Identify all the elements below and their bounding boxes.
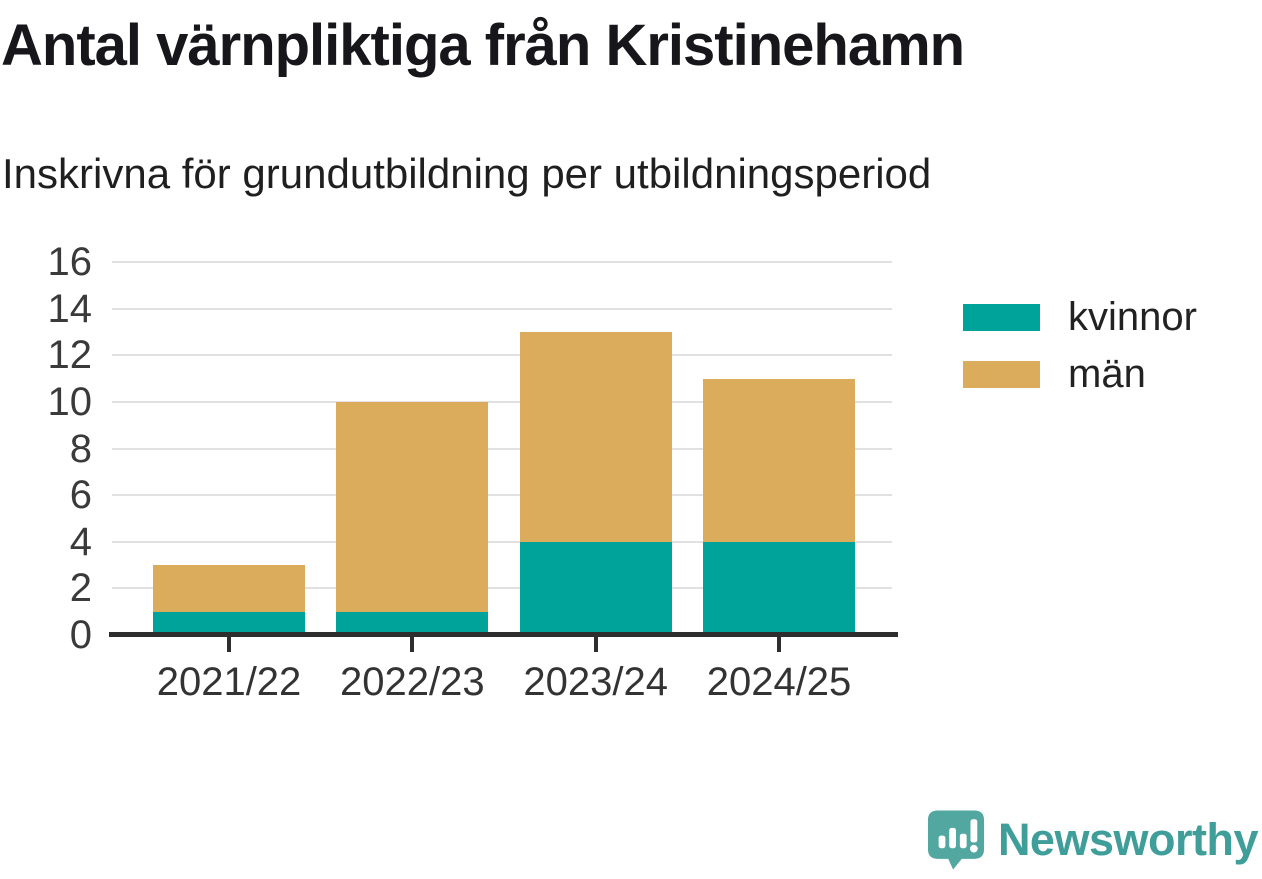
x-axis-line [109,632,898,637]
newsworthy-logo-icon [927,810,984,870]
bar-segment-kvinnor [519,541,672,635]
legend-item-kvinnor: kvinnor [963,295,1197,339]
gridline [112,261,892,263]
legend: kvinnor män [963,295,1197,417]
gridline [112,494,892,497]
bar-segment-kvinnor [703,541,855,635]
bar-segment-män [336,401,489,612]
gridline [112,447,892,450]
y-axis-tick-label: 8 [69,426,92,471]
gridline [112,587,892,590]
legend-swatch-kvinnor [963,303,1040,331]
bar-segment-män [703,378,855,542]
bar-segment-kvinnor [153,611,305,635]
gridline [112,354,892,357]
chart-title: Antal värnpliktiga från Kristinehamn [1,13,965,78]
bar-segment-män [153,565,305,612]
gridline [112,307,892,310]
y-axis-tick-label: 16 [47,240,93,284]
y-axis-tick-label: 10 [47,379,93,424]
newsworthy-logo-text: Newsworthy [997,814,1259,865]
bar-segment-kvinnor [336,611,489,635]
x-axis-tick-label: 2021/22 [156,660,302,704]
chart-subtitle: Inskrivna för grundutbildning per utbild… [2,150,932,197]
newsworthy-branding: Newsworthy [927,809,1259,871]
y-axis-tick-label: 0 [69,613,92,657]
gridline [112,400,892,403]
y-axis-tick-label: 2 [69,566,92,611]
gridline [112,540,892,543]
x-axis-tick-label: 2023/24 [523,660,668,704]
legend-label: män [1068,351,1146,396]
y-axis-tick-label: 14 [47,286,93,331]
x-axis-tick-label: 2022/23 [340,660,485,704]
legend-label: kvinnor [1068,294,1197,339]
x-axis-tick-label: 2024/25 [706,660,852,704]
bar-segment-män [519,331,672,542]
x-axis-tick [777,637,781,652]
y-axis-tick-label: 4 [69,519,92,564]
x-axis-tick [593,637,598,652]
y-axis-tick-label: 12 [47,333,93,378]
legend-item-män: män [963,352,1197,396]
x-axis-tick [227,637,231,652]
legend-swatch-män [963,360,1040,388]
y-axis-tick-label: 6 [69,473,92,518]
x-axis-tick [410,637,415,652]
